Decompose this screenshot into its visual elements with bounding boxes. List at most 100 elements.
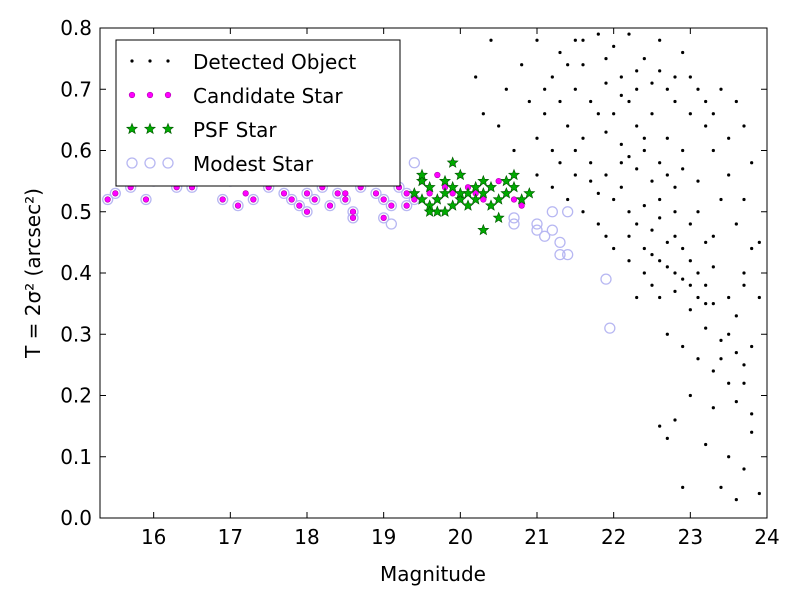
detected-object-point (650, 253, 654, 257)
detected-object-point (719, 485, 723, 489)
detected-object-point (489, 38, 493, 42)
detected-object-point (688, 283, 692, 287)
detected-object-point (596, 112, 600, 116)
candidate-star-point (326, 202, 334, 209)
detected-object-point (711, 112, 715, 116)
detected-object-point (665, 240, 669, 244)
psf-star-point (523, 187, 536, 199)
detected-object-point (711, 265, 715, 269)
y-tick-label: 0.1 (60, 445, 92, 469)
detected-object-point (658, 69, 662, 73)
x-axis: 16 17 18 19 20 21 22 23 24 (141, 28, 780, 549)
x-axis-label: Magnitude (380, 562, 486, 586)
modest-star-point (301, 187, 313, 200)
legend: Detected Object Candidate Star PSF Star Mod… (115, 39, 401, 187)
detected-object-point (566, 63, 570, 67)
x-tick-label: 21 (524, 525, 549, 549)
detected-object-point (520, 63, 524, 67)
detected-object-point (734, 351, 738, 355)
detected-object-point (704, 302, 708, 306)
y-tick-label: 0.3 (60, 322, 92, 346)
detected-object-point (719, 197, 723, 202)
detected-object-point (681, 148, 685, 153)
psf-star-marks (408, 156, 536, 236)
candidate-star-point (426, 190, 433, 197)
detected-object-marks (474, 32, 761, 502)
legend-label: Detected Object (193, 50, 356, 74)
detected-object-point (742, 124, 746, 128)
detected-object-point (727, 173, 731, 177)
modest-star-point (604, 322, 616, 334)
legend-marker (148, 59, 152, 63)
detected-object-point (650, 112, 654, 116)
detected-object-point (642, 204, 646, 208)
detected-object-point (573, 173, 577, 177)
detected-object-point (727, 455, 731, 459)
candidate-star-point (250, 196, 257, 203)
detected-object-point (566, 124, 570, 128)
detected-object-point (550, 148, 554, 153)
detected-object-point (742, 363, 746, 367)
detected-object-point (589, 179, 593, 183)
candidate-star-point (449, 190, 456, 197)
detected-object-point (704, 99, 708, 104)
detected-object-point (527, 99, 531, 104)
detected-object-point (635, 124, 639, 128)
candidate-star-point (311, 196, 318, 203)
detected-object-point (750, 246, 754, 251)
psf-star-point (469, 193, 482, 205)
candidate-star-point (349, 208, 357, 215)
y-tick-label: 0.7 (60, 77, 92, 101)
detected-object-point (704, 283, 708, 287)
detected-object-point (642, 148, 646, 153)
detected-object-point (665, 265, 669, 269)
detected-object-point (704, 326, 708, 330)
candidate-star-point (303, 190, 311, 197)
candidate-star-point (234, 202, 242, 209)
psf-star-point (415, 174, 429, 187)
detected-object-point (711, 369, 715, 373)
modest-star-point (508, 212, 520, 224)
detected-object-point (658, 161, 662, 165)
detected-object-point (673, 210, 677, 214)
detected-object-point (635, 87, 639, 91)
detected-object-point (696, 87, 700, 91)
detected-object-point (719, 87, 723, 91)
detected-object-point (673, 75, 677, 79)
detected-object-point (566, 197, 570, 202)
detected-object-point (573, 38, 577, 42)
detected-object-point (757, 240, 761, 244)
detected-object-point (688, 259, 692, 263)
candidate-star-point (411, 196, 418, 203)
detected-object-point (497, 124, 501, 128)
detected-object-point (704, 240, 708, 244)
candidate-star-point (288, 196, 295, 203)
detected-object-point (727, 332, 731, 336)
candidate-star-point (480, 196, 487, 203)
candidate-star-point (380, 196, 387, 203)
psf-star-point (438, 187, 452, 199)
legend-marker (146, 91, 154, 99)
candidate-star-point (372, 190, 380, 197)
detected-object-point (627, 32, 631, 36)
modest-star-point (554, 236, 566, 249)
psf-star-point (446, 180, 459, 193)
detected-object-point (619, 161, 623, 165)
candidate-star-point (142, 196, 150, 203)
detected-object-point (665, 436, 669, 440)
detected-object-point (581, 63, 585, 67)
x-tick-label: 20 (448, 525, 473, 549)
detected-object-point (589, 99, 593, 104)
x-tick-label: 24 (754, 525, 779, 549)
detected-object-point (658, 295, 662, 300)
modest-star-point (508, 218, 520, 230)
candidate-star-point (303, 208, 311, 215)
psf-star-point (454, 187, 467, 199)
psf-star-point (507, 168, 521, 181)
detected-object-point (681, 277, 685, 281)
detected-object-point (673, 234, 677, 238)
candidate-star-point (280, 190, 288, 197)
psf-star-point (477, 174, 490, 187)
psf-star-point (461, 199, 475, 211)
candidate-star-point (334, 190, 341, 197)
